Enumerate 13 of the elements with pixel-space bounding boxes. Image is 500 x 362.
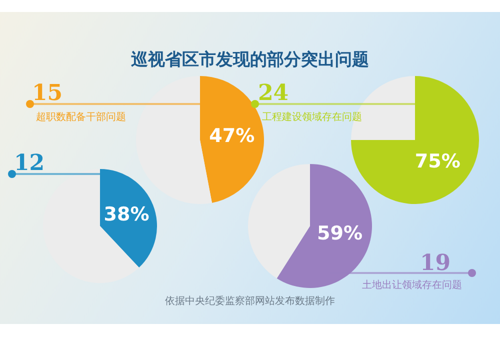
legend-label: 土地出让领域存在问题 [362, 278, 462, 292]
text: 24 [258, 80, 289, 106]
text: 15 [32, 80, 63, 106]
data-label: 38% [104, 203, 150, 226]
text: 依据中央纪委监察部网站发布数据制作 [165, 294, 335, 308]
data-label: 75% [414, 150, 460, 173]
legend-label: 工程建设领域存在问题 [262, 110, 362, 124]
data-label: 59% [317, 222, 363, 245]
data-label: 47% [209, 124, 255, 147]
text: 12 [14, 150, 45, 176]
legend-label: 超职数配备干部问题 [36, 110, 126, 124]
text: 19 [420, 250, 451, 276]
chart-title: 巡视省区市发现的部分突出问题 [130, 49, 370, 71]
